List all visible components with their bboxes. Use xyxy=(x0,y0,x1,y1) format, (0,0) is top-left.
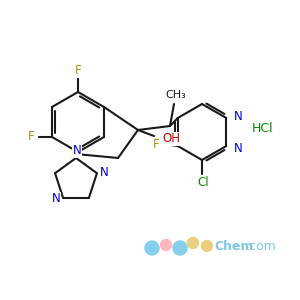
Circle shape xyxy=(202,241,212,251)
Text: HCl: HCl xyxy=(252,122,274,134)
Text: F: F xyxy=(75,64,81,77)
Text: N: N xyxy=(234,142,243,154)
Circle shape xyxy=(145,241,159,255)
Text: N: N xyxy=(234,110,243,122)
Circle shape xyxy=(173,241,187,255)
Text: N: N xyxy=(100,166,108,179)
Text: .com: .com xyxy=(246,241,277,254)
Circle shape xyxy=(188,238,199,248)
Text: Cl: Cl xyxy=(197,176,209,188)
Text: F: F xyxy=(28,130,34,143)
Text: F: F xyxy=(152,137,159,151)
Text: CH₃: CH₃ xyxy=(166,90,186,100)
Text: Chem: Chem xyxy=(214,241,253,254)
Text: OH: OH xyxy=(162,133,180,146)
Text: N: N xyxy=(73,145,81,158)
Text: N: N xyxy=(52,192,60,205)
Circle shape xyxy=(160,239,172,250)
